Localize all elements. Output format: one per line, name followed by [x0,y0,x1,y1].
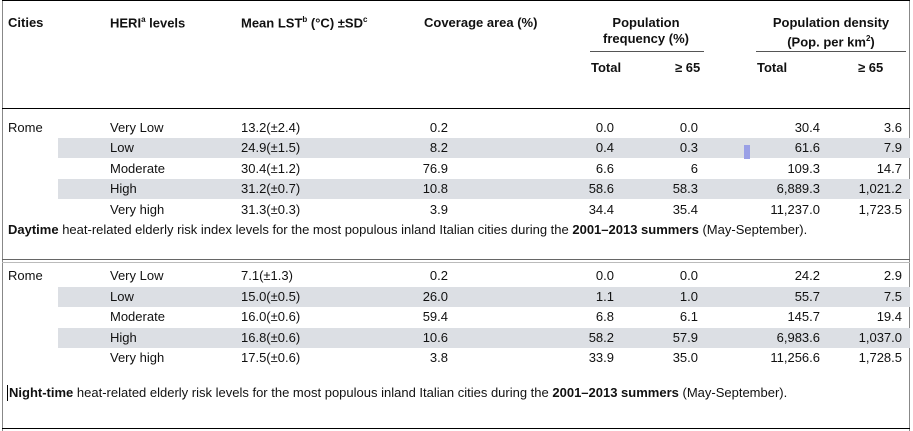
right-border [909,0,910,431]
col-header-pop-frequency: Population frequency (%) [603,15,689,46]
pf-total: 6.8 [595,309,614,324]
day-city: Rome [8,120,43,135]
pd-total: 145.7 [787,309,820,324]
coverage: 26.0 [422,289,448,304]
level: High [110,330,137,345]
row-band [58,328,910,348]
pd-total: 11,237.0 [770,202,820,217]
coverage: 3.9 [429,202,448,217]
col-header-cities: Cities [8,15,44,30]
pd-total: 109.3 [787,161,820,176]
header-bottom-rule [2,108,910,109]
coverage: 76.9 [422,161,448,176]
pf-65: 35.0 [672,350,698,365]
pd-65: 14.7 [876,161,902,176]
pd-65: 7.5 [883,289,902,304]
night-city: Rome [8,268,43,283]
pd-65: 1,037.0 [858,330,902,345]
level: Moderate [110,161,165,176]
coverage: 10.8 [422,181,448,196]
level: Very Low [110,120,164,135]
pd-65: 2.9 [883,268,902,283]
pd-65: 1,021.2 [858,181,902,196]
level: High [110,181,137,196]
pd-total: 6,889.3 [776,181,820,196]
level: Low [110,140,134,155]
subheader-pd-65: ≥ 65 [858,60,884,75]
left-border [2,0,3,431]
level: Very high [110,202,165,217]
pf-total: 0.4 [595,140,614,155]
pd-total: 6,983.6 [776,330,820,345]
top-border [2,0,910,1]
pd-65: 1,723.5 [858,202,902,217]
lst: 31.3(±0.3) [241,202,301,217]
level: Low [110,289,134,304]
pf-65: 1.0 [679,289,698,304]
level: Very Low [110,268,164,283]
coverage: 59.4 [422,309,448,324]
pd-total: 55.7 [794,289,820,304]
pf-total: 58.6 [588,181,614,196]
section-divider-rule [2,259,910,260]
col-header-heri: HERIa levels [110,15,186,31]
pd-total: 24.2 [794,268,820,283]
level: Very high [110,350,165,365]
pf-65: 35.4 [672,202,698,217]
col-header-pop-density: Population density (Pop. per km2) [772,15,890,50]
pf-65: 6 [690,161,698,176]
pd-total: 30.4 [794,120,820,135]
section-gap-rule [2,262,910,263]
pf-65: 57.9 [672,330,698,345]
pf-total: 0.0 [595,268,614,283]
subheader-pf-65: ≥ 65 [675,60,701,75]
pf-65: 6.1 [679,309,698,324]
pd-65: 19.4 [876,309,902,324]
col-header-lst: Mean LSTb (°C) ±SDc [241,15,368,31]
pf-total: 1.1 [595,289,614,304]
coverage: 8.2 [429,140,448,155]
coverage: 10.6 [422,330,448,345]
coverage: 0.2 [429,120,448,135]
subheader-pd-total: Total [757,60,788,75]
lst: 24.9(±1.5) [241,140,301,155]
pd-65: 7.9 [883,140,902,155]
subheader-pf-total: Total [591,60,622,75]
coverage: 0.2 [429,268,448,283]
night-caption: Night-time heat-related elderly risk lev… [7,385,889,401]
lst: 17.5(±0.6) [241,350,301,365]
bottom-border [2,428,910,429]
pd-total: 61.6 [794,140,820,155]
pf-65: 58.3 [672,181,698,196]
pd-total: 11,256.6 [770,350,820,365]
row-band [58,138,910,158]
pf-65: 0.0 [679,268,698,283]
day-caption: Daytime heat-related elderly risk index … [8,222,808,237]
col-header-coverage: Coverage area (%) [424,15,538,30]
lst: 16.8(±0.6) [241,330,301,345]
pf-65: 0.3 [679,140,698,155]
pf-total: 34.4 [588,202,614,217]
pd-65: 3.6 [883,120,902,135]
pf-total: 0.0 [595,120,614,135]
level: Moderate [110,309,165,324]
pd-65: 1,728.5 [858,350,902,365]
pf-65: 0.0 [679,120,698,135]
lst: 31.2(±0.7) [241,181,301,196]
lst: 16.0(±0.6) [241,309,301,324]
coverage: 3.8 [429,350,448,365]
highlight-mark [744,145,750,159]
row-band [58,179,910,199]
row-band [58,287,910,307]
pf-total: 58.2 [588,330,614,345]
lst: 7.1(±1.3) [241,268,293,283]
pop-density-underline [756,51,906,52]
lst: 13.2(±2.4) [241,120,301,135]
lst: 15.0(±0.5) [241,289,301,304]
pf-total: 33.9 [588,350,614,365]
lst: 30.4(±1.2) [241,161,301,176]
pf-total: 6.6 [595,161,614,176]
pop-frequency-underline [590,51,704,52]
